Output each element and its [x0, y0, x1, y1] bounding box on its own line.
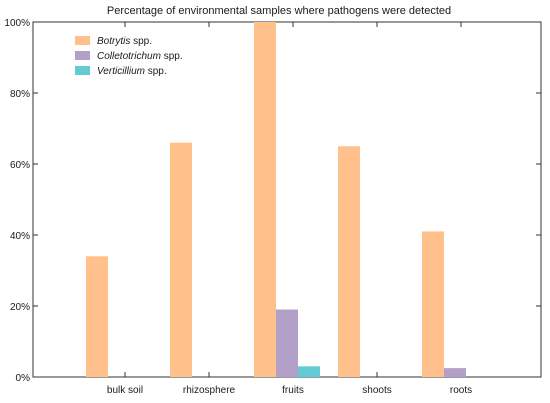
- legend-label: Colletotrichum spp.: [97, 51, 183, 62]
- x-tick-label: fruits: [282, 385, 304, 396]
- y-tick-label: 20%: [10, 302, 30, 313]
- x-tick-label: rhizosphere: [183, 385, 236, 396]
- y-tick-label: 0%: [16, 373, 31, 384]
- y-axis: 0% 20% 40% 60% 80% 100%: [4, 18, 541, 384]
- legend-label: Verticillium spp.: [97, 66, 167, 77]
- bar-colletotrichum-roots: [444, 368, 466, 377]
- x-tick-label: shoots: [362, 385, 391, 396]
- x-tick-label: bulk soil: [107, 385, 143, 396]
- legend-swatch: [75, 36, 90, 45]
- bar-botrytis-bulk-soil: [86, 256, 108, 377]
- bar-verticillium-fruits: [298, 366, 320, 377]
- bar-botrytis-shoots: [338, 146, 360, 377]
- bar-botrytis-rhizosphere: [170, 142, 192, 377]
- y-tick-label: 100%: [4, 18, 30, 29]
- legend-swatch: [75, 51, 90, 60]
- y-tick-label: 60%: [10, 160, 30, 171]
- legend-swatch: [75, 66, 90, 75]
- legend-label: Botrytis spp.: [97, 36, 152, 47]
- bars: [86, 22, 466, 377]
- bar-colletotrichum-fruits: [276, 309, 298, 377]
- y-tick-label: 40%: [10, 231, 30, 242]
- legend: Botrytis spp. Colletotrichum spp. Verticil…: [75, 36, 183, 77]
- bar-botrytis-roots: [422, 231, 444, 377]
- bar-botrytis-fruits: [254, 22, 276, 377]
- x-tick-label: roots: [450, 385, 472, 396]
- x-axis: bulk soil rhizosphere fruits shoots roots: [107, 22, 472, 396]
- chart-title: Percentage of environmental samples wher…: [107, 5, 451, 17]
- y-tick-label: 80%: [10, 89, 30, 100]
